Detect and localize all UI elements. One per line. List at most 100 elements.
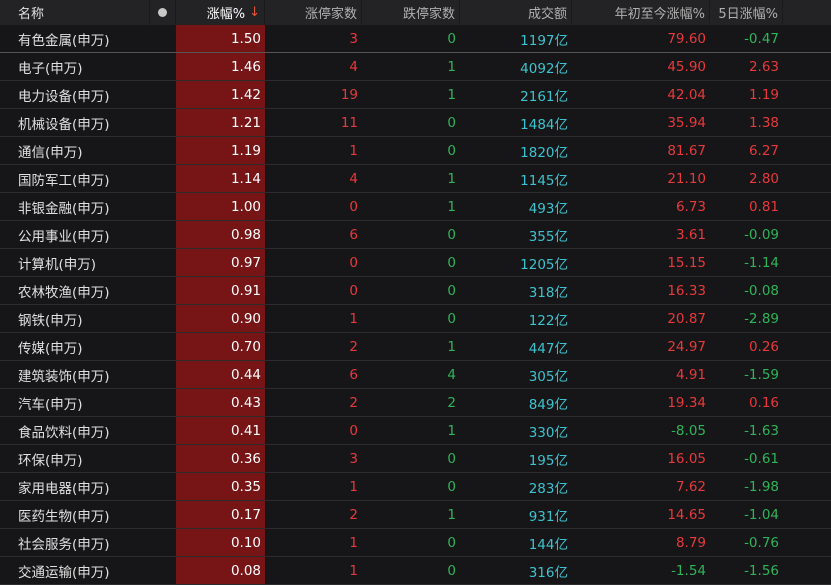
cell-name: 社会服务(申万) [18, 536, 110, 553]
cell-limit-up: 3 [349, 30, 358, 47]
col-dot[interactable] [150, 0, 176, 25]
table-row[interactable]: 传媒(申万) 0.70 2 1 447亿 24.97 0.26 [0, 333, 831, 361]
cell-limit-down: 0 [447, 254, 456, 271]
col-limit-down-label: 跌停家数 [402, 7, 455, 22]
cell-ytd: 8.79 [675, 534, 706, 551]
cell-pct: 0.41 [176, 417, 265, 444]
cell-amount: 1484亿 [520, 116, 568, 133]
table-row[interactable]: 电力设备(申万) 1.42 19 1 2161亿 42.04 1.19 [0, 81, 831, 109]
cell-pct: 0.36 [176, 445, 265, 472]
table-row[interactable]: 农林牧渔(申万) 0.91 0 0 318亿 16.33 -0.08 [0, 277, 831, 305]
table-row[interactable]: 国防军工(申万) 1.14 4 1 1145亿 21.10 2.80 [0, 165, 831, 193]
table-row[interactable]: 建筑装饰(申万) 0.44 6 4 305亿 4.91 -1.59 [0, 361, 831, 389]
cell-5d: 2.63 [748, 58, 779, 75]
cell-amount: 1205亿 [520, 256, 568, 273]
cell-pct: 0.10 [176, 529, 265, 556]
cell-ytd: 16.33 [667, 282, 706, 299]
table-row[interactable]: 电子(申万) 1.46 4 1 4092亿 45.90 2.63 [0, 53, 831, 81]
cell-limit-up: 11 [340, 114, 358, 131]
cell-name: 国防军工(申万) [18, 172, 110, 189]
cell-dot [150, 53, 176, 80]
cell-limit-down: 0 [447, 450, 456, 467]
cell-amount: 355亿 [528, 228, 568, 245]
cell-limit-up: 19 [340, 86, 358, 103]
table-row[interactable]: 汽车(申万) 0.43 2 2 849亿 19.34 0.16 [0, 389, 831, 417]
col-limit-up[interactable]: 涨停家数 [265, 0, 362, 25]
col-ytd[interactable]: 年初至今涨幅% [572, 0, 710, 25]
cell-limit-down: 1 [447, 338, 456, 355]
cell-limit-down: 1 [447, 170, 456, 187]
cell-dot [150, 361, 176, 388]
cell-limit-up: 3 [349, 450, 358, 467]
cell-pct: 0.17 [176, 501, 265, 528]
table-row[interactable]: 计算机(申万) 0.97 0 0 1205亿 15.15 -1.14 [0, 249, 831, 277]
cell-amount: 447亿 [528, 340, 568, 357]
table-row[interactable]: 家用电器(申万) 0.35 1 0 283亿 7.62 -1.98 [0, 473, 831, 501]
cell-dot [150, 165, 176, 192]
cell-5d: -1.56 [744, 562, 779, 579]
cell-ytd: 19.34 [667, 394, 706, 411]
cell-ytd: 20.87 [667, 310, 706, 327]
cell-dot [150, 193, 176, 220]
col-5d[interactable]: 5日涨幅% [710, 0, 783, 25]
table-row[interactable]: 机械设备(申万) 1.21 11 0 1484亿 35.94 1.38 [0, 109, 831, 137]
col-limit-down[interactable]: 跌停家数 [362, 0, 460, 25]
table-row[interactable]: 医药生物(申万) 0.17 2 1 931亿 14.65 -1.04 [0, 501, 831, 529]
col-amount[interactable]: 成交额 [460, 0, 572, 25]
col-pct[interactable]: 涨幅% ↓ [176, 0, 265, 25]
table-row[interactable]: 食品饮料(申万) 0.41 0 1 330亿 -8.05 -1.63 [0, 417, 831, 445]
cell-5d: -0.08 [744, 282, 779, 299]
table-header: 名称 涨幅% ↓ 涨停家数 跌停家数 成交额 年初至今涨幅% 5日涨幅% [0, 0, 831, 25]
cell-5d: 0.26 [748, 338, 779, 355]
cell-limit-up: 4 [349, 58, 358, 75]
cell-amount: 849亿 [528, 396, 568, 413]
cell-limit-up: 0 [349, 282, 358, 299]
cell-amount: 330亿 [528, 424, 568, 441]
cell-limit-down: 1 [447, 86, 456, 103]
col-5d-label: 5日涨幅% [718, 7, 778, 22]
cell-amount: 316亿 [528, 564, 568, 581]
cell-amount: 4092亿 [520, 60, 568, 77]
cell-amount: 195亿 [528, 452, 568, 469]
cell-limit-up: 4 [349, 170, 358, 187]
cell-dot [150, 501, 176, 528]
table-row[interactable]: 环保(申万) 0.36 3 0 195亿 16.05 -0.61 [0, 445, 831, 473]
cell-dot [150, 305, 176, 332]
cell-ytd: 35.94 [667, 114, 706, 131]
table-row[interactable]: 钢铁(申万) 0.90 1 0 122亿 20.87 -2.89 [0, 305, 831, 333]
col-name[interactable]: 名称 [0, 0, 150, 25]
table-row[interactable]: 公用事业(申万) 0.98 6 0 355亿 3.61 -0.09 [0, 221, 831, 249]
cell-amount: 1820亿 [520, 144, 568, 161]
cell-limit-down: 0 [447, 226, 456, 243]
cell-pct: 1.42 [176, 81, 265, 108]
table-row[interactable]: 非银金融(申万) 1.00 0 1 493亿 6.73 0.81 [0, 193, 831, 221]
cell-ytd: 16.05 [667, 450, 706, 467]
table-row[interactable]: 有色金属(申万) 1.50 3 0 1197亿 79.60 -0.47 [0, 25, 831, 53]
table-row[interactable]: 社会服务(申万) 0.10 1 0 144亿 8.79 -0.76 [0, 529, 831, 557]
cell-name: 有色金属(申万) [18, 32, 110, 49]
cell-limit-down: 0 [447, 534, 456, 551]
cell-limit-up: 2 [349, 506, 358, 523]
cell-amount: 493亿 [528, 200, 568, 217]
cell-pct: 1.14 [176, 165, 265, 192]
cell-dot [150, 277, 176, 304]
arrow-down-icon: ↓ [249, 5, 260, 20]
cell-pct: 1.50 [176, 25, 265, 52]
cell-name: 食品饮料(申万) [18, 424, 110, 441]
cell-pct: 0.08 [176, 557, 265, 584]
cell-limit-down: 0 [447, 310, 456, 327]
table-row[interactable]: 交通运输(申万) 0.08 1 0 316亿 -1.54 -1.56 [0, 557, 831, 585]
cell-5d: -1.63 [744, 422, 779, 439]
cell-dot [150, 137, 176, 164]
cell-amount: 122亿 [528, 312, 568, 329]
cell-5d: 0.81 [748, 198, 779, 215]
cell-dot [150, 81, 176, 108]
cell-limit-down: 2 [447, 394, 456, 411]
cell-limit-down: 0 [447, 114, 456, 131]
cell-pct: 0.91 [176, 277, 265, 304]
cell-limit-down: 0 [447, 282, 456, 299]
table-body: 有色金属(申万) 1.50 3 0 1197亿 79.60 -0.47 电子(申万… [0, 25, 831, 585]
table-row[interactable]: 通信(申万) 1.19 1 0 1820亿 81.67 6.27 [0, 137, 831, 165]
cell-5d: 0.16 [748, 394, 779, 411]
cell-name: 交通运输(申万) [18, 564, 110, 581]
